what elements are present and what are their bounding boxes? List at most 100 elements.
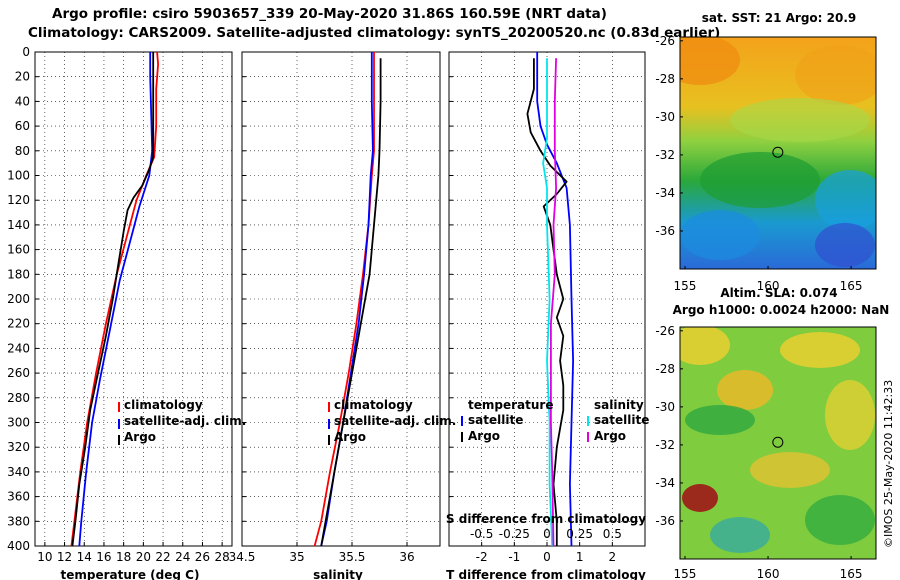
plot-title-line1: Argo profile: csiro 5903657_339 20-May-2… [52, 6, 607, 22]
x-tick-label: 12 [57, 550, 72, 564]
salinity-legend: climatology satellite-adj. clim. Argo [328, 398, 456, 445]
x-tick-label: 35.5 [339, 550, 366, 564]
map-x-tick-label: 155 [674, 567, 697, 580]
legend-temp-satellite: satellite [468, 413, 523, 427]
legend-temp-argo: Argo [468, 429, 500, 443]
x-tick-label: 20 [136, 550, 151, 564]
temperature-legend: climatology satellite-adj. clim. Argo [118, 398, 246, 445]
map-x-tick-label: 160 [757, 279, 780, 293]
argo-location-marker [772, 146, 784, 158]
map-x-tick-label: 165 [840, 567, 863, 580]
y-tick-label: 220 [7, 317, 30, 331]
y-tick-label: 0 [22, 45, 30, 59]
sla-map-title1: Altim. SLA: 0.074 [720, 286, 837, 300]
sla-negative-patch [685, 405, 755, 435]
imos-credit: ©IMOS 25-May-2020 11:42:33 [882, 380, 895, 548]
y-tick-label: 100 [7, 169, 30, 183]
x-tick-label: 35 [289, 550, 304, 564]
sst-cold-patch [815, 223, 875, 267]
y-tick-label: 240 [7, 341, 30, 355]
y-tick-label: 340 [7, 465, 30, 479]
sla-map: Altim. SLA: 0.074 Argo h1000: 0.0024 h20… [655, 286, 889, 580]
sst-warm-patch [795, 45, 876, 105]
sst-map-title: sat. SST: 21 Argo: 20.9 [702, 11, 856, 25]
sla-positive-patch [780, 332, 860, 368]
map-y-tick-label: -32 [655, 148, 675, 162]
top-x-tick-label: -0.5 [470, 527, 493, 541]
map-x-tick-label: 160 [757, 567, 780, 580]
y-tick-label: 300 [7, 416, 30, 430]
sla-positive-patch [750, 452, 830, 488]
y-tick-label: 320 [7, 440, 30, 454]
map-y-tick-label: -34 [655, 186, 675, 200]
sst-cool-patch [700, 152, 820, 208]
difference-xlabel: T difference from climatology [446, 568, 646, 580]
legend-argo: Argo [334, 430, 366, 444]
x-tick-label: 16 [96, 550, 111, 564]
series-line [70, 51, 160, 547]
map-y-tick-label: -32 [655, 438, 675, 452]
salinity-xlabel: salinity [313, 568, 363, 580]
series-line [536, 52, 574, 547]
sla-map-frame [679, 326, 877, 560]
x-tick-label: -2 [476, 550, 488, 564]
x-tick-label: 26 [195, 550, 210, 564]
map-y-tick-label: -36 [655, 224, 675, 238]
sla-negative-patch [805, 495, 875, 545]
y-tick-label: 40 [15, 94, 30, 108]
difference-top-xlabel: S difference from climatology [446, 512, 646, 526]
y-tick-label: 260 [7, 366, 30, 380]
difference-legend: temperature satellite Argo salinity sate… [461, 398, 649, 443]
sst-mid-patch [730, 98, 870, 142]
x-tick-label: 22 [155, 550, 170, 564]
legend-salinity-title: salinity [594, 398, 644, 412]
sst-warm-patch [680, 37, 740, 85]
sla-positive-patch [717, 370, 773, 410]
x-tick-label: 34.5 [229, 550, 256, 564]
temperature-panel [34, 51, 233, 547]
y-tick-label: 140 [7, 218, 30, 232]
series-line [550, 58, 557, 547]
map-y-tick-label: -26 [655, 34, 675, 48]
plot-title-line2: Climatology: CARS2009. Satellite-adjuste… [28, 25, 721, 41]
y-tick-label: 60 [15, 119, 30, 133]
legend-climatology: climatology [334, 398, 413, 412]
sst-cold-patch [815, 170, 876, 230]
y-tick-label: 80 [15, 144, 30, 158]
sst-cold-patch [680, 210, 760, 260]
series-line [71, 52, 155, 547]
x-tick-label: -1 [508, 550, 520, 564]
sla-map-title2: Argo h1000: 0.0024 h2000: NaN [673, 303, 890, 317]
top-x-tick-label: 0 [543, 527, 551, 541]
x-tick-label: 36 [399, 550, 414, 564]
sla-positive-patch [825, 380, 875, 450]
y-tick-label: 280 [7, 391, 30, 405]
legend-temperature-title: temperature [468, 398, 553, 412]
legend-satellite-adj: satellite-adj. clim. [334, 414, 456, 428]
top-x-tick-label: 0.25 [566, 527, 593, 541]
map-x-tick-label: 165 [840, 279, 863, 293]
legend-satellite-adj: satellite-adj. clim. [124, 414, 246, 428]
x-tick-label: 14 [77, 550, 92, 564]
sla-high-patch [682, 484, 718, 512]
x-tick-label: 0 [543, 550, 551, 564]
x-tick-label: 1 [576, 550, 584, 564]
x-tick-label: 24 [175, 550, 190, 564]
argo-location-marker [772, 436, 784, 448]
map-y-tick-label: -30 [655, 400, 675, 414]
map-x-tick-label: 155 [674, 279, 697, 293]
y-tick-label: 380 [7, 514, 30, 528]
sst-map-frame [679, 36, 877, 270]
map-y-tick-label: -26 [655, 324, 675, 338]
map-y-tick-label: -28 [655, 72, 675, 86]
series-line [542, 58, 554, 547]
sla-negative-patch [710, 517, 770, 553]
legend-sal-argo: Argo [594, 429, 626, 443]
legend-sal-satellite: satellite [594, 413, 649, 427]
y-tick-label: 360 [7, 490, 30, 504]
x-tick-label: 28 [215, 550, 230, 564]
y-tick-label: 400 [7, 539, 30, 553]
map-y-tick-label: -28 [655, 362, 675, 376]
x-tick-label: 10 [37, 550, 52, 564]
